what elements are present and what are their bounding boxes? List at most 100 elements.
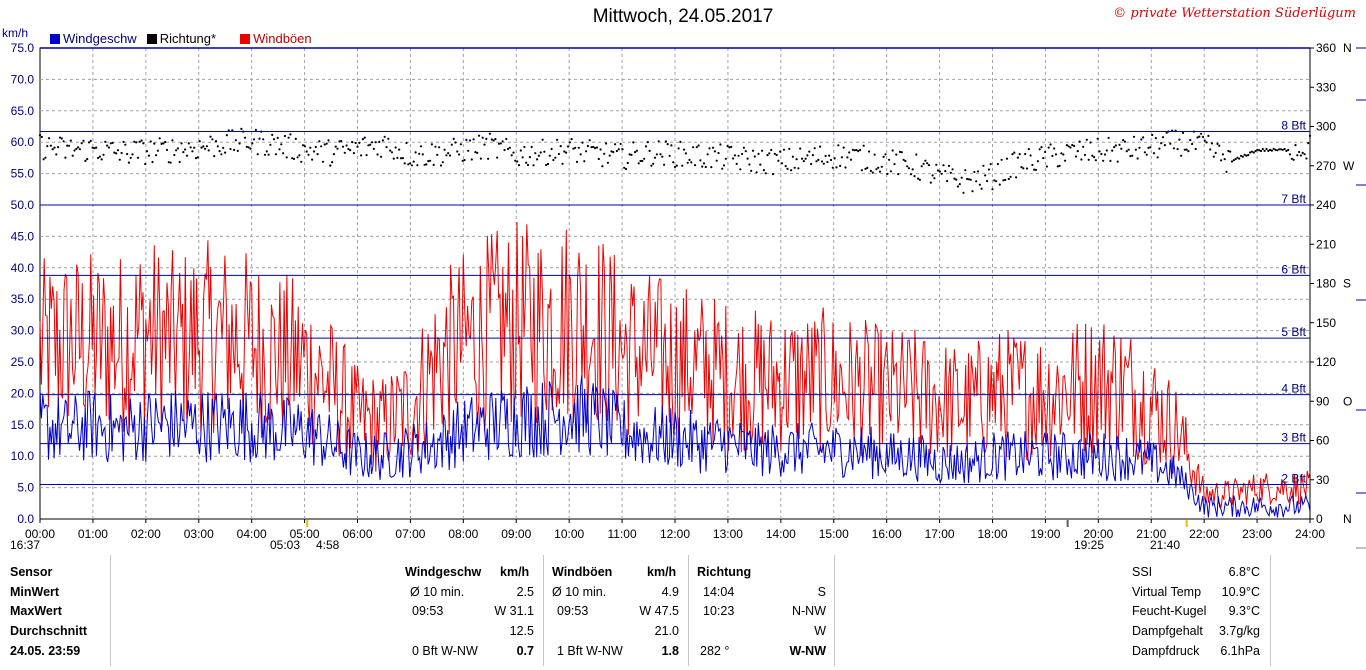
- direction-point: [697, 144, 700, 147]
- direction-point: [122, 140, 125, 143]
- direction-point: [1016, 156, 1020, 159]
- direction-point: [525, 161, 528, 164]
- stats-row-label-max: MaxWert: [10, 604, 62, 618]
- direction-point: [1111, 149, 1114, 152]
- direction-point: [839, 164, 842, 167]
- direction-point: [238, 142, 241, 145]
- direction-point: [227, 129, 230, 132]
- direction-point: [1013, 151, 1016, 154]
- direction-point: [1191, 142, 1194, 146]
- direction-point: [917, 177, 920, 180]
- direction-point: [984, 174, 987, 177]
- stats-extra-value-2: 10.9°C: [1221, 585, 1260, 599]
- direction-point: [1272, 147, 1275, 150]
- direction-point: [476, 151, 479, 154]
- direction-point: [445, 154, 448, 157]
- stats-extra-label-3: Feucht-Kugel: [1132, 604, 1207, 618]
- direction-point: [730, 145, 733, 148]
- y-tick-label: 25.0: [11, 355, 35, 369]
- direction-point: [418, 152, 421, 155]
- direction-point: [86, 158, 89, 161]
- direction-point: [1094, 159, 1097, 162]
- wind-series-line: [39, 375, 1311, 518]
- y-tick-label: 10.0: [11, 449, 35, 463]
- direction-point: [1303, 153, 1306, 156]
- direction-point: [118, 158, 121, 161]
- direction-point: [1252, 151, 1255, 154]
- x-tick-label: 24:00: [1295, 527, 1325, 541]
- direction-point: [111, 141, 114, 144]
- direction-point: [282, 152, 285, 155]
- direction-point: [254, 128, 257, 131]
- direction-point: [704, 165, 707, 169]
- direction-series-layer: [38, 127, 1312, 194]
- direction-point: [211, 138, 214, 141]
- chart-title: Mittwoch, 24.05.2017: [592, 6, 774, 27]
- direction-point: [643, 157, 646, 160]
- direction-point: [753, 155, 756, 158]
- direction-point: [653, 156, 657, 159]
- direction-point: [274, 153, 277, 156]
- direction-point: [657, 140, 660, 143]
- direction-point: [280, 143, 283, 146]
- direction-point: [153, 142, 156, 145]
- legend-item-direction: Richtung*: [146, 31, 216, 46]
- stats-wind-max-time: 09:53: [412, 604, 444, 618]
- direction-point: [889, 170, 893, 173]
- direction-point: [926, 162, 929, 165]
- direction-point: [251, 142, 254, 145]
- direction-point: [1187, 150, 1190, 153]
- x-tick-label: 00:00: [25, 527, 55, 541]
- direction-point: [579, 153, 582, 156]
- direction-point: [741, 152, 744, 156]
- direction-point: [998, 183, 1001, 186]
- direction-point: [581, 141, 584, 144]
- direction-point: [634, 151, 637, 154]
- direction-point: [488, 132, 491, 135]
- direction-point: [100, 158, 103, 161]
- direction-point: [906, 165, 909, 168]
- direction-point: [459, 143, 462, 146]
- direction-point: [732, 157, 735, 160]
- direction-point: [1082, 145, 1085, 148]
- direction-point: [78, 148, 81, 151]
- direction-point: [585, 150, 588, 153]
- direction-point: [770, 148, 773, 152]
- direction-point: [1122, 139, 1125, 142]
- direction-point: [378, 140, 381, 143]
- direction-point: [521, 156, 524, 159]
- direction-point: [173, 153, 176, 157]
- direction-point: [1200, 132, 1203, 135]
- direction-point: [401, 157, 404, 160]
- stats-separator: [1270, 555, 1271, 666]
- direction-point: [1114, 144, 1117, 147]
- direction-point: [737, 154, 740, 157]
- direction-point: [1045, 165, 1048, 168]
- direction-point: [929, 181, 932, 184]
- direction-point: [256, 153, 259, 156]
- direction-point: [136, 156, 140, 159]
- direction-point: [1105, 149, 1108, 152]
- direction-point: [608, 154, 611, 157]
- direction-point: [1196, 136, 1199, 139]
- direction-point: [231, 129, 234, 132]
- direction-point: [243, 136, 247, 139]
- direction-point: [530, 145, 533, 149]
- direction-point: [1220, 159, 1223, 162]
- direction-point: [283, 134, 286, 138]
- direction-point: [175, 149, 178, 152]
- stats-direction-min-value: S: [817, 585, 826, 599]
- direction-point: [920, 165, 923, 168]
- direction-point: [1051, 154, 1054, 157]
- direction-point: [138, 140, 141, 143]
- direction-point: [265, 150, 268, 153]
- direction-point: [409, 162, 412, 165]
- direction-point: [568, 141, 571, 144]
- direction-point: [577, 146, 580, 149]
- direction-point: [347, 147, 350, 151]
- right-tick-label: 30: [1316, 473, 1330, 487]
- direction-point: [82, 139, 85, 142]
- direction-point: [853, 149, 856, 152]
- direction-point: [441, 161, 444, 164]
- direction-point: [878, 170, 882, 173]
